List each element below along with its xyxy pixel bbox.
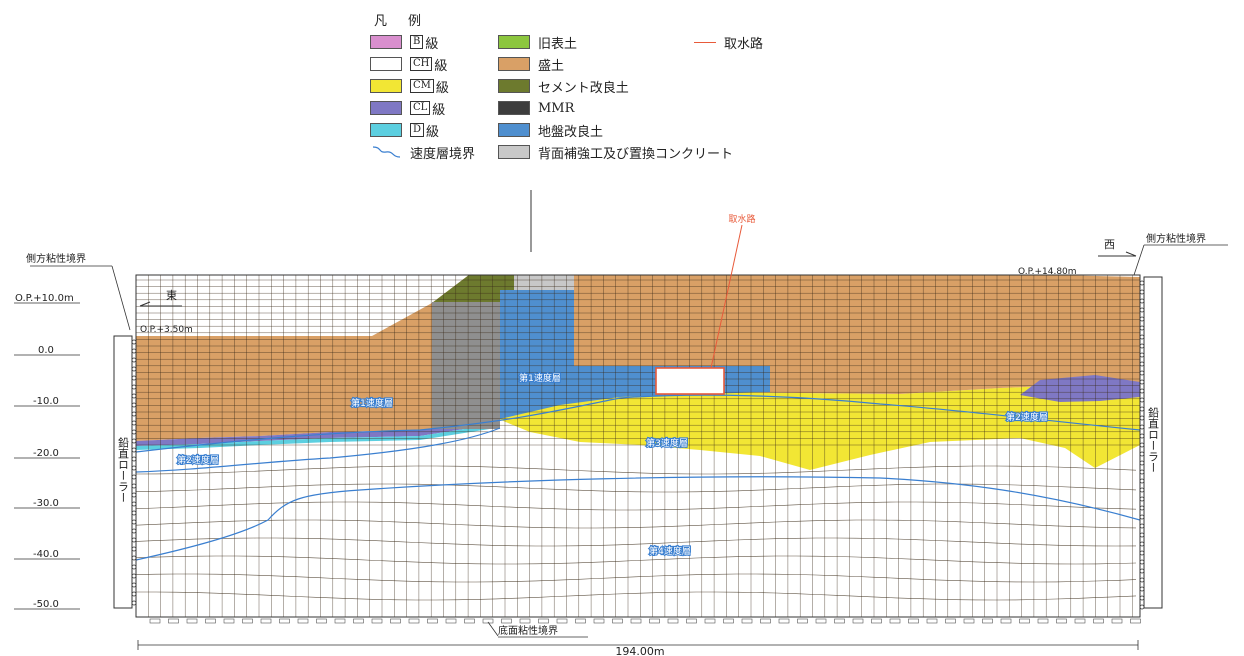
left-elevation-label: O.P.+3.50m (140, 325, 193, 335)
legend-swatch (370, 35, 402, 49)
legend-item-mmr: MMR (498, 100, 574, 116)
velocity-boundary-3 (136, 476, 1140, 561)
right-wall-label: 鉛直ローラー (1147, 406, 1160, 473)
legend-item-class-cl: CL 級 (370, 100, 446, 118)
legend-swatch (498, 79, 530, 93)
elev-label-10: O.P.+10.0m (15, 293, 74, 304)
elev-label-m50: -50.0 (33, 599, 59, 610)
legend-item-class-b: B 級 (370, 34, 439, 52)
intake-line-icon (694, 41, 716, 43)
legend-material-label: 背面補強工及び置換コンクリート (538, 146, 734, 162)
intake-structure (655, 367, 725, 395)
legend: 凡 例 B 級 CH 級 CM 級 CL 級 D 級 速度層境界 旧表土 盛土 (0, 0, 1244, 170)
legend-item-velocity-boundary: 速度層境界 (370, 144, 476, 162)
backfill-concrete-region (514, 275, 574, 292)
legend-item-class-ch: CH 級 (370, 56, 448, 74)
legend-class-suffix: 級 (425, 36, 439, 52)
legend-material-label: 旧表土 (538, 36, 578, 52)
legend-intake-label: 取水路 (724, 36, 764, 52)
legend-class-code: D (410, 123, 425, 137)
elev-label-0: 0.0 (38, 345, 54, 356)
left-damper-wall (113, 335, 133, 609)
layer-label-3: 第3速度層 (646, 437, 688, 449)
legend-class-suffix: 級 (434, 58, 448, 74)
left-wall-label: 鉛直ローラー (117, 436, 130, 503)
east-label: 東 (166, 289, 177, 302)
west-arrow-icon (1125, 251, 1137, 257)
legend-material-label: セメント改良土 (538, 80, 629, 96)
legend-swatch (498, 145, 530, 159)
right-elevation-label: O.P.+14.80m (1018, 267, 1077, 277)
legend-swatch (498, 101, 530, 115)
legend-class-suffix: 級 (435, 80, 449, 96)
bottom-dampers (149, 618, 1141, 624)
legend-item-old-topsoil: 旧表土 (498, 34, 578, 52)
layer-label-2b: 第2速度層 (1006, 411, 1048, 423)
legend-material-label: MMR (538, 100, 575, 116)
legend-item-class-d: D 級 (370, 122, 440, 140)
legend-swatch (370, 57, 402, 71)
legend-swatch (498, 35, 530, 49)
cement-soil-region (432, 275, 516, 303)
cross-section-diagram: 取水路 鉛直ローラー 鉛直ローラー O.P.+10.0m 0.0 -10.0 -… (14, 190, 1228, 656)
left-boundary-label: 側方粘性境界 (26, 252, 86, 265)
width-dimension-label: 194.00m (615, 645, 664, 656)
legend-material-label: 盛土 (538, 58, 565, 74)
west-label: 西 (1104, 238, 1115, 251)
elev-label-m30: -30.0 (33, 498, 59, 509)
legend-swatch (498, 57, 530, 71)
layer-label-4: 第4速度層 (649, 545, 691, 557)
velocity-boundary-1 (136, 394, 1140, 453)
right-damper-wall (1143, 276, 1163, 609)
layer-label-1a: 第1速度層 (351, 397, 393, 409)
legend-item-fill: 盛土 (498, 56, 565, 74)
cm-class-region (496, 382, 1140, 470)
d-class-region (136, 424, 496, 450)
legend-swatch (498, 123, 530, 137)
legend-swatch (370, 123, 402, 137)
legend-swatch (370, 79, 402, 93)
right-boundary-label: 側方粘性境界 (1146, 232, 1206, 245)
intake-structure-label: 取水路 (728, 213, 755, 225)
legend-item-cement-soil: セメント改良土 (498, 78, 629, 96)
legend-item-ground-improvement: 地盤改良土 (498, 122, 604, 140)
elev-label-m20: -20.0 (33, 448, 59, 459)
legend-class-code: B (410, 35, 424, 49)
elevation-axis: O.P.+10.0m 0.0 -10.0 -20.0 -30.0 -40.0 -… (14, 293, 80, 610)
legend-title-2: 例 (408, 14, 422, 29)
legend-item-class-cm: CM 級 (370, 78, 449, 96)
elev-label-m10: -10.0 (33, 396, 59, 407)
bottom-boundary-label: 底面粘性境界 (498, 624, 558, 637)
legend-velocity-label: 速度層境界 (410, 146, 476, 162)
mmr-block-region (432, 302, 500, 429)
east-arrow-icon (139, 301, 151, 307)
legend-class-code: CL (410, 101, 431, 115)
cl-class-left-region (136, 418, 496, 446)
layer-label-2a: 第2速度層 (177, 454, 219, 466)
legend-material-label: 地盤改良土 (538, 124, 604, 140)
layer-label-1b: 第1速度層 (519, 372, 561, 384)
fill-soil-region (136, 275, 1140, 441)
finite-element-mesh (136, 275, 1140, 617)
elev-label-m40: -40.0 (33, 549, 59, 560)
legend-item-intake: 取水路 (694, 34, 764, 52)
cl-class-right-region (1020, 375, 1140, 402)
intake-leader-line (710, 224, 743, 369)
legend-class-code: CM (410, 79, 434, 93)
velocity-boundary-2 (136, 427, 501, 473)
legend-class-code: CH (410, 57, 433, 71)
velocity-boundary-icon (372, 146, 401, 158)
legend-class-suffix: 級 (432, 102, 446, 118)
damper-circles (131, 280, 1145, 610)
legend-item-backfill-concrete: 背面補強工及び置換コンクリート (498, 144, 734, 162)
legend-class-suffix: 級 (426, 124, 440, 140)
legend-title-1: 凡 (374, 14, 388, 29)
legend-swatch (370, 101, 402, 115)
